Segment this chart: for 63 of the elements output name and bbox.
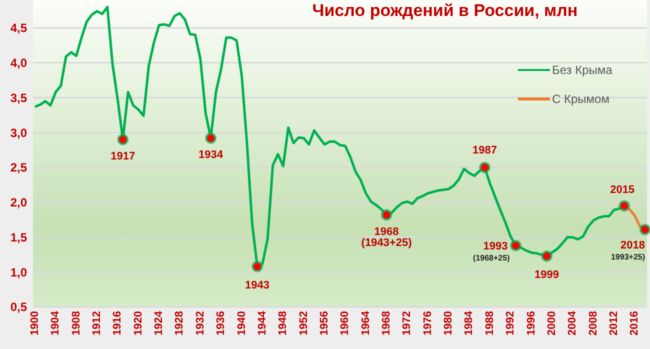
x-tick-label: 1964 (360, 310, 372, 336)
x-tick-label: 1992 (504, 311, 517, 336)
annotation: 2015 (610, 184, 635, 196)
legend-label: Без Крыма (552, 63, 613, 78)
y-tick-label: 1,5 (10, 230, 28, 244)
x-tick-label: 1920 (132, 311, 144, 336)
point (478, 162, 490, 174)
annotation: 1968 (374, 226, 399, 238)
point (117, 134, 129, 146)
point (252, 260, 264, 272)
x-tick-label: 2016 (628, 311, 641, 336)
y-tick-label: 3,5 (10, 90, 28, 105)
annotation: 1987 (472, 144, 497, 156)
x-tick-label: 1912 (91, 311, 104, 336)
y-tick-label: 0,5 (10, 300, 28, 314)
x-tick-label: 1996 (525, 311, 538, 336)
x-tick-label: 1928 (174, 311, 186, 336)
x-tick-label: 1980 (442, 311, 455, 336)
x-tick-label: 1916 (112, 311, 124, 336)
x-tick-label: 1972 (401, 311, 414, 336)
x-tick-label: 2012 (608, 311, 620, 336)
x-tick-label: 1932 (194, 311, 206, 336)
annotation: 2018 (620, 240, 645, 252)
x-tick-label: 2000 (546, 311, 558, 336)
x-tick-label: 1908 (70, 311, 82, 336)
y-tick-label: 4,0 (10, 56, 28, 70)
x-tick-label: 1904 (50, 310, 62, 336)
x-tick-label: 1948 (277, 311, 290, 336)
point (510, 240, 522, 252)
legend-label: С Крымом (552, 92, 610, 106)
chart-title: Число рождений в России, млн (312, 1, 578, 20)
x-tick-label: 2008 (587, 311, 600, 336)
point (618, 200, 630, 212)
annotation: 1934 (198, 149, 224, 162)
x-tick-label: 1976 (422, 311, 434, 336)
annotation: 1999 (534, 269, 560, 282)
annotation: 1943 (245, 280, 270, 292)
x-tick-label: 1952 (298, 311, 310, 336)
x-tick-label: 1900 (29, 311, 41, 336)
x-tick-label: 1936 (215, 311, 228, 336)
annotation: (1968+25) (473, 254, 510, 263)
x-tick-label: 1984 (463, 310, 476, 336)
x-tick-label: 1968 (380, 311, 393, 336)
y-tick-label: 1,0 (10, 265, 28, 280)
y-tick-label: 2,5 (10, 160, 28, 175)
y-tick-label: 2,0 (10, 196, 28, 210)
point (639, 224, 650, 236)
point (541, 250, 553, 262)
x-tick-label: 1956 (318, 311, 330, 336)
annotation: 1993 (483, 240, 508, 253)
annotation: (1943+25) (361, 236, 412, 249)
y-tick-label: 3,0 (10, 126, 28, 140)
x-tick-label: 1960 (339, 311, 352, 336)
x-tick-label: 1924 (153, 310, 166, 336)
annotation: 1993+25) (610, 252, 646, 262)
annotation: 1917 (110, 150, 136, 163)
y-tick-label: 4,5 (10, 21, 28, 36)
x-tick-label: 1988 (484, 311, 496, 336)
x-tick-label: 1944 (256, 310, 268, 336)
x-tick-label: 1940 (236, 311, 248, 336)
x-tick-label: 2004 (566, 310, 579, 336)
point (205, 132, 217, 144)
point (380, 209, 392, 221)
